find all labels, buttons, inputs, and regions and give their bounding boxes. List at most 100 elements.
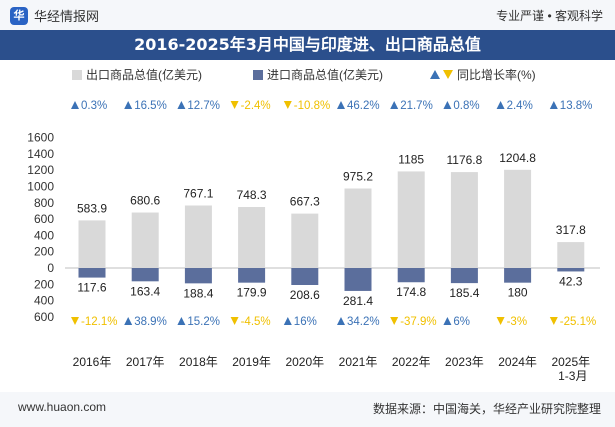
down-arrow-icon: [230, 317, 239, 325]
up-arrow-icon: [443, 317, 452, 325]
import-bar: [450, 268, 478, 284]
export-value-label: 1176.8: [446, 153, 482, 167]
legend-up-arrow-icon: [430, 70, 440, 79]
export-growth-label: 2.4%: [507, 100, 533, 112]
import-bar: [291, 268, 319, 286]
legend: 出口商品总值(亿美元) 进口商品总值(亿美元) 同比增长率(%): [72, 67, 536, 82]
data-labels: 583.9 117.6 680.6 163.4 767.1 188.4 748.3 179.9…: [77, 151, 586, 308]
import-bar: [78, 268, 106, 278]
export-growth-label: 16.5%: [134, 100, 167, 112]
up-arrow-icon: [124, 317, 133, 325]
import-bar: [131, 268, 159, 282]
import-value-label: 163.4: [130, 284, 160, 298]
import-value-label: 174.8: [396, 285, 426, 299]
y-axis: 1600 1400 1200 1000 800 600 400 200 0 200 400 600: [27, 131, 600, 324]
export-bar: [397, 171, 425, 268]
export-growth-label: 0.8%: [453, 100, 479, 112]
down-arrow-icon: [230, 101, 239, 109]
export-growth-label: 12.7%: [187, 100, 220, 112]
up-arrow-icon: [443, 101, 452, 109]
import-growth-label: 38.9%: [134, 316, 167, 328]
import-value-label: 42.3: [559, 274, 583, 288]
export-growth-label: -10.8%: [294, 100, 330, 112]
export-bar: [344, 188, 372, 268]
y-tick-label: 800: [34, 196, 54, 210]
legend-label-growth: 同比增长率(%): [457, 67, 536, 82]
y-tick-label: 0: [47, 261, 54, 275]
legend-swatch-export: [72, 70, 82, 80]
import-value-label: 281.4: [343, 294, 373, 308]
y-tick-label: 600: [34, 212, 54, 226]
export-growth-label: 0.3%: [81, 100, 107, 112]
import-bar: [397, 268, 425, 283]
import-bar: [184, 268, 212, 284]
import-bar: [504, 268, 532, 283]
import-growth-label: 16%: [294, 316, 317, 328]
legend-down-arrow-icon: [443, 70, 453, 79]
y-tick-label: 400: [34, 228, 54, 242]
y-tick-label: 1600: [27, 131, 54, 145]
import-growth-label: -3%: [507, 316, 527, 328]
export-value-label: 667.3: [290, 195, 320, 209]
export-growth-label: 21.7%: [400, 100, 433, 112]
down-arrow-icon: [549, 317, 558, 325]
x-tick-label: 2017年: [126, 355, 165, 369]
x-tick-label: 2021年: [339, 355, 378, 369]
import-growth-label: -4.5%: [241, 316, 271, 328]
export-bar: [238, 207, 266, 268]
x-tick-label: 2025年: [551, 355, 590, 369]
up-arrow-icon: [549, 101, 558, 109]
footer: www.huaon.com 数据来源：中国海关，华经产业研究院整理: [0, 392, 615, 427]
export-value-label: 1204.8: [499, 151, 536, 165]
chart-title: 2016-2025年3月中国与印度进、出口商品总值: [134, 35, 481, 54]
down-arrow-icon: [390, 317, 399, 325]
up-arrow-icon: [283, 317, 292, 325]
huajing-logo-icon: 华: [10, 6, 28, 25]
export-value-label: 767.1: [183, 186, 213, 200]
x-tick-label: 2016年: [73, 355, 112, 369]
brand: 华 华经情报网: [10, 6, 99, 25]
import-value-label: 117.6: [77, 281, 106, 295]
import-growth-label: 15.2%: [187, 316, 220, 328]
up-arrow-icon: [496, 101, 505, 109]
legend-label-import: 进口商品总值(亿美元): [267, 67, 383, 82]
import-value-label: 188.4: [183, 286, 213, 300]
y-tick-label: 200: [34, 245, 54, 259]
x-tick-label: 2022年: [392, 355, 431, 369]
import-value-label: 179.9: [237, 286, 267, 300]
legend-label-export: 出口商品总值(亿美元): [86, 67, 202, 82]
x-tick-label: 2020年: [285, 355, 324, 369]
x-tick-label: 1-3月: [558, 369, 587, 383]
up-arrow-icon: [177, 101, 186, 109]
export-growth-label: 13.8%: [560, 100, 593, 112]
up-arrow-icon: [337, 317, 345, 325]
export-value-label: 748.3: [237, 188, 267, 202]
y-tick-label: 400: [34, 294, 54, 308]
brand-name: 华经情报网: [34, 9, 100, 24]
x-axis: 2016年 2017年 2018年 2019年 2020年 2021年 2022年 2023年…: [73, 355, 591, 383]
up-arrow-icon: [337, 101, 345, 109]
export-growth-label: 46.2%: [347, 100, 380, 112]
import-growth-label: 6%: [453, 316, 470, 328]
y-tick-label: 1400: [27, 147, 54, 161]
down-arrow-icon: [71, 317, 79, 325]
y-tick-label: 600: [34, 310, 54, 324]
title-bar: 2016-2025年3月中国与印度进、出口商品总值: [0, 30, 615, 60]
y-tick-label: 200: [34, 277, 54, 291]
y-tick-label: 1000: [27, 180, 54, 194]
x-tick-label: 2018年: [179, 355, 218, 369]
export-bar: [291, 213, 319, 268]
growth-labels: 0.3% -12.1% 16.5% 38.9% 12.7% 15.2% -2.4% -4.5%…: [71, 100, 596, 328]
chart: 出口商品总值(亿美元) 进口商品总值(亿美元) 同比增长率(%) 1600 1400 1…: [27, 67, 600, 383]
import-value-label: 185.4: [449, 286, 479, 300]
import-growth-label: 34.2%: [347, 316, 380, 328]
footer-website: www.huaon.com: [18, 400, 107, 414]
footer-source: 数据来源：中国海关，华经产业研究院整理: [372, 402, 601, 416]
legend-swatch-import: [253, 70, 263, 80]
import-value-label: 208.6: [290, 288, 320, 302]
import-growth-label: -12.1%: [81, 316, 117, 328]
import-bar: [238, 268, 266, 283]
import-bar: [557, 268, 585, 272]
export-value-label: 975.2: [343, 170, 373, 184]
export-value-label: 317.8: [556, 223, 586, 237]
